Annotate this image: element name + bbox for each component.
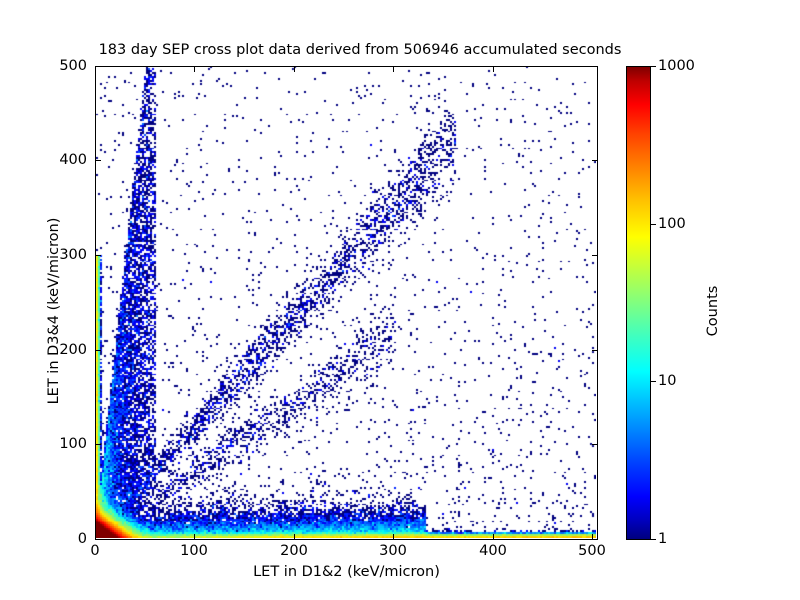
y-ticklabel-0: 0: [77, 531, 87, 547]
colorbar-label-1000: 1000: [658, 58, 695, 74]
x-tick-top-300: [393, 66, 395, 72]
x-tick-200: [294, 534, 296, 540]
y-ticklabel-200: 200: [59, 342, 87, 358]
x-tick-400: [493, 534, 495, 540]
x-tick-0: [95, 534, 97, 540]
x-ticklabel-100: 100: [180, 543, 208, 559]
plot-area: [95, 66, 598, 540]
x-tick-500: [592, 534, 594, 540]
x-tick-top-400: [493, 66, 495, 72]
x-ticklabel-500: 500: [578, 543, 606, 559]
colorbar-label-100: 100: [658, 216, 686, 232]
y-ticklabel-100: 100: [59, 436, 87, 452]
y-tick-200: [95, 350, 101, 352]
colorbar-label-1: 1: [658, 531, 668, 547]
x-ticklabel-200: 200: [280, 543, 308, 559]
x-tick-top-100: [194, 66, 196, 72]
y-tick-0: [95, 539, 101, 541]
y-tick-100: [95, 444, 101, 446]
y-ticklabel-500: 500: [59, 58, 87, 74]
y-ticklabel-300: 300: [59, 247, 87, 263]
x-tick-300: [393, 534, 395, 540]
y-ticklabel-400: 400: [59, 152, 87, 168]
colorbar: [626, 66, 651, 540]
colorbar-label-10: 10: [658, 373, 677, 389]
colorbar-gradient: [626, 66, 651, 540]
x-ticklabel-400: 400: [479, 543, 507, 559]
colorbar-tick-10: [651, 381, 656, 383]
plot-title-line-1: 183 day SEP cross plot data derived from…: [98, 42, 622, 58]
x-tick-top-200: [294, 66, 296, 72]
y-tick-300: [95, 255, 101, 257]
x-tick-100: [194, 534, 196, 540]
colorbar-tick-1: [651, 539, 656, 541]
x-ticklabel-0: 0: [90, 543, 100, 559]
y-tick-right-400: [592, 160, 598, 162]
y-tick-500: [95, 66, 101, 68]
y-tick-400: [95, 160, 101, 162]
colorbar-tick-100: [651, 224, 656, 226]
colorbar-axis-label: Counts: [705, 285, 721, 337]
scatter-density-plot: [96, 67, 596, 538]
y-tick-right-200: [592, 350, 598, 352]
y-tick-right-100: [592, 444, 598, 446]
y-axis-label: LET in D3&4 (keV/micron): [46, 217, 62, 405]
colorbar-tick-1000: [651, 66, 656, 68]
y-tick-right-300: [592, 255, 598, 257]
x-axis-label: LET in D1&2 (keV/micron): [253, 564, 440, 580]
x-ticklabel-300: 300: [379, 543, 407, 559]
